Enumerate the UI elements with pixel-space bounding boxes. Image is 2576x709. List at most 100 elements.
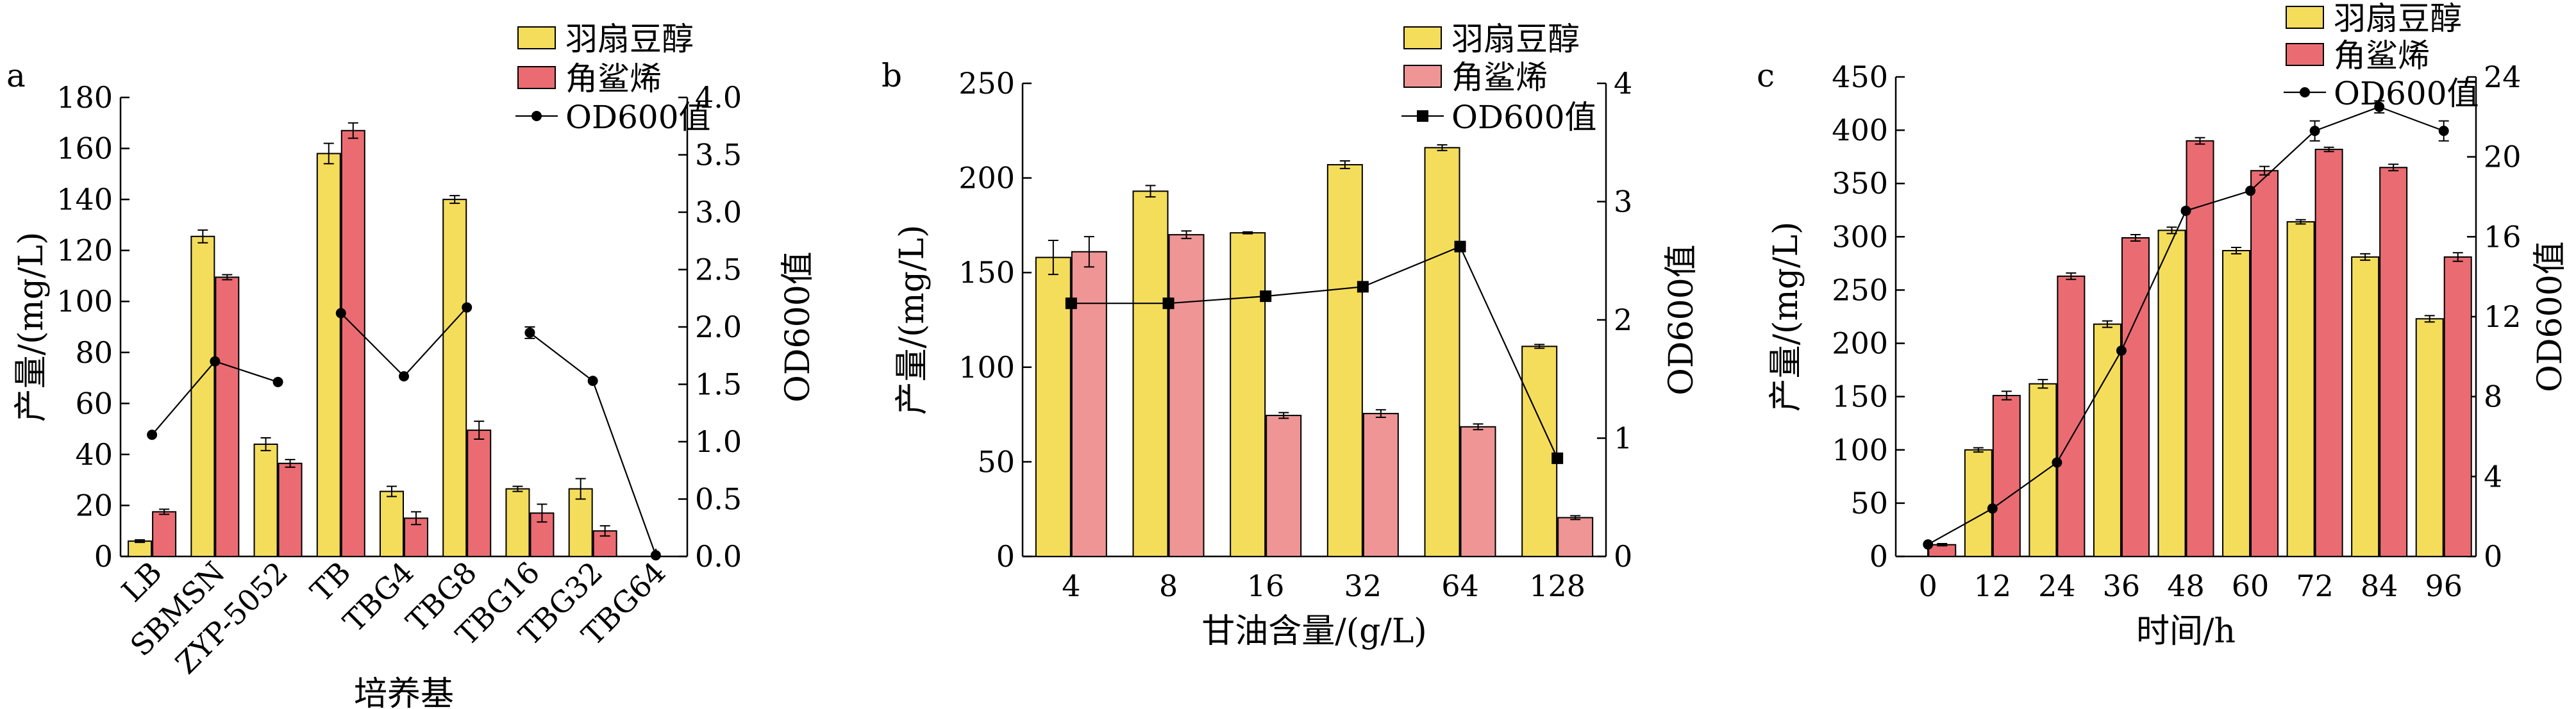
bar-squalene	[1460, 426, 1496, 558]
legend-label-squalene: 角鲨烯	[2334, 37, 2430, 74]
y2-tick-label: 2.0	[695, 310, 742, 344]
y-tick-label: 160	[56, 131, 113, 166]
y2-tick-label: 0	[2484, 539, 2502, 574]
legend-label-od: OD600值	[1451, 99, 1597, 136]
x-tick-label: 64	[1441, 569, 1479, 603]
bar-squalene	[2379, 167, 2408, 557]
od600-point	[1260, 290, 1272, 303]
x-tick-label: 36	[2103, 569, 2141, 603]
od600-point	[2052, 457, 2062, 468]
bar-lupeol	[2222, 249, 2251, 557]
panel-a-legend: 羽扇豆醇 角鲨烯 OD600值	[515, 21, 711, 136]
y-tick-label: 200	[958, 161, 1015, 196]
bar-squalene	[2057, 275, 2086, 557]
bar-lupeol	[2415, 318, 2444, 557]
od600-point	[1923, 539, 1934, 550]
panel-c: c 05010015020025030035040045004812162024…	[1757, 0, 2570, 651]
x-axis-label: 培养基	[354, 675, 454, 709]
panel-b-label: b	[882, 57, 902, 94]
bar-squalene	[2443, 256, 2472, 557]
y2-tick-label: 8	[2484, 380, 2502, 414]
od600-point	[1987, 503, 1998, 514]
y2-tick-label: 20	[2484, 140, 2522, 174]
panel-b: b 0 50 100 150 200 250 0 1 2 3 4 4 8 16 32 64 128 甘油含量/(g…	[882, 21, 1701, 651]
bar-lupeol	[316, 153, 341, 557]
legend-swatch-squalene	[2286, 43, 2324, 66]
y-tick-label: 100	[56, 284, 113, 319]
legend-label-lupeol: 羽扇豆醇	[565, 21, 694, 58]
bar-squalene	[467, 430, 492, 557]
od600-point	[524, 327, 535, 338]
x-tick-label: 72	[2296, 569, 2334, 603]
y2-tick-label: 12	[2484, 299, 2522, 334]
bar-lupeol	[442, 199, 467, 558]
legend-marker-od	[2300, 87, 2310, 97]
legend-swatch-squalene	[1403, 65, 1442, 88]
bar-lupeol	[2157, 229, 2186, 557]
plot-a: 0 20 40 60 80 100 120 140 160 180 0.0 0.5 1.0 1.5 2.0 2…	[12, 80, 817, 709]
y-tick-label: 180	[56, 80, 113, 115]
y-tick-label: 250	[1832, 272, 1888, 307]
bar-squalene	[1168, 234, 1205, 557]
y2-axis-label: OD600值	[1662, 244, 1701, 396]
y-tick-label: 200	[1832, 326, 1888, 361]
legend-swatch-lupeol	[517, 26, 556, 49]
y-tick-label: 0	[1869, 539, 1888, 574]
od600-point	[2438, 126, 2449, 137]
y-axis-label: 产量/(mg/L)	[1767, 222, 1805, 412]
bar-squalene	[215, 276, 240, 557]
x-tick-label: 84	[2361, 569, 2398, 603]
od600-point	[210, 356, 221, 367]
od600-point	[2180, 205, 2191, 216]
y2-tick-label: 2.5	[695, 253, 742, 287]
y-tick-label: 100	[1832, 433, 1888, 467]
bar-squalene	[2121, 237, 2150, 557]
bar-lupeol	[1132, 190, 1169, 558]
y2-tick-label: 1.5	[695, 367, 742, 402]
x-axis-label: 甘油含量/(g/L)	[1201, 612, 1426, 651]
bar-squalene	[1362, 413, 1399, 558]
y-tick-label: 0	[996, 539, 1015, 574]
bar-lupeol	[2286, 221, 2315, 558]
y2-tick-label: 3	[1614, 185, 1632, 219]
od600-point	[462, 302, 473, 313]
y-tick-label: 350	[1832, 166, 1888, 201]
x-tick-label: 0	[1919, 569, 1937, 603]
bar-lupeol	[505, 488, 530, 557]
od600-point	[147, 430, 158, 440]
od600-point	[1454, 240, 1466, 253]
y2-tick-label: 1.0	[695, 424, 742, 459]
y2-tick-label: 24	[2484, 60, 2522, 94]
x-tick-label: LB	[115, 555, 169, 609]
y2-tick-label: 0.0	[695, 539, 742, 574]
x-tick-label: 4	[1062, 569, 1080, 603]
bar-lupeol	[1964, 449, 1993, 557]
bar-squalene	[1557, 517, 1594, 558]
x-tick-label: 60	[2232, 569, 2270, 603]
y2-tick-label: 3.5	[695, 138, 742, 172]
od600-point	[335, 308, 346, 319]
legend-swatch-lupeol	[2286, 6, 2324, 29]
y2-tick-label: 2	[1614, 303, 1632, 337]
y2-tick-label: 3.0	[695, 195, 742, 229]
bar-lupeol	[1230, 232, 1266, 557]
x-tick-label: 48	[2167, 569, 2205, 603]
y2-tick-label: 4.0	[695, 80, 742, 115]
x-axis-label: 时间/h	[2136, 612, 2236, 651]
legend-swatch-lupeol	[1403, 26, 1442, 49]
y2-axis-label: OD600值	[2531, 241, 2570, 392]
od600-point	[2116, 345, 2127, 356]
y2-axis-label: OD600值	[779, 251, 817, 403]
y-tick-label: 20	[75, 488, 113, 522]
od600-point	[2245, 185, 2256, 196]
y2-tick-label: 0	[1614, 539, 1632, 574]
bar-lupeol	[568, 488, 593, 557]
y-tick-label: 140	[56, 182, 113, 217]
legend-marker-od	[1417, 110, 1428, 122]
bar-lupeol	[380, 490, 404, 557]
bar-lupeol	[1326, 163, 1363, 558]
x-tick-label: 32	[1344, 569, 1382, 603]
y2-tick-label: 4	[1614, 66, 1632, 101]
bar-lupeol	[2351, 256, 2380, 557]
